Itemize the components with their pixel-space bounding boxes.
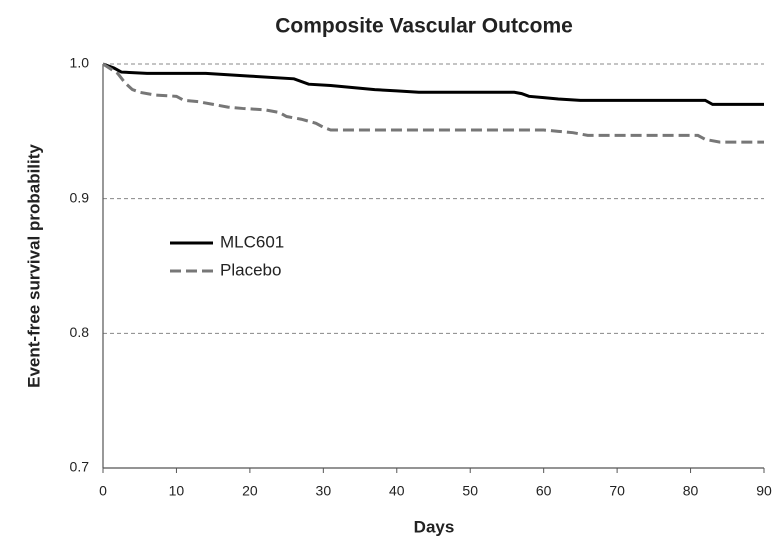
x-tick-label: 90 — [756, 483, 772, 499]
y-axis-title: Event-free survival probability — [24, 144, 43, 388]
x-tick-label: 80 — [683, 483, 699, 499]
y-tick-label: 0.8 — [70, 324, 90, 340]
x-tick-label: 60 — [536, 483, 552, 499]
y-tick-label: 0.9 — [70, 189, 90, 205]
x-tick-label: 10 — [169, 483, 185, 499]
survival-line — [102, 62, 764, 144]
legend-label: Placebo — [220, 260, 281, 279]
x-tick-label: 0 — [99, 483, 107, 499]
legend-label: MLC601 — [220, 232, 284, 251]
y-tick-label: 0.7 — [70, 459, 90, 475]
x-tick-label: 70 — [609, 483, 625, 499]
x-tick-label: 20 — [242, 483, 258, 499]
x-axis-title: Days — [414, 517, 455, 536]
survival-line — [102, 62, 764, 106]
x-tick-label: 30 — [316, 483, 332, 499]
chart-title: Composite Vascular Outcome — [275, 15, 573, 38]
x-tick-label: 40 — [389, 483, 405, 499]
y-tick-label: 1.0 — [70, 55, 90, 71]
x-tick-label: 50 — [462, 483, 478, 499]
